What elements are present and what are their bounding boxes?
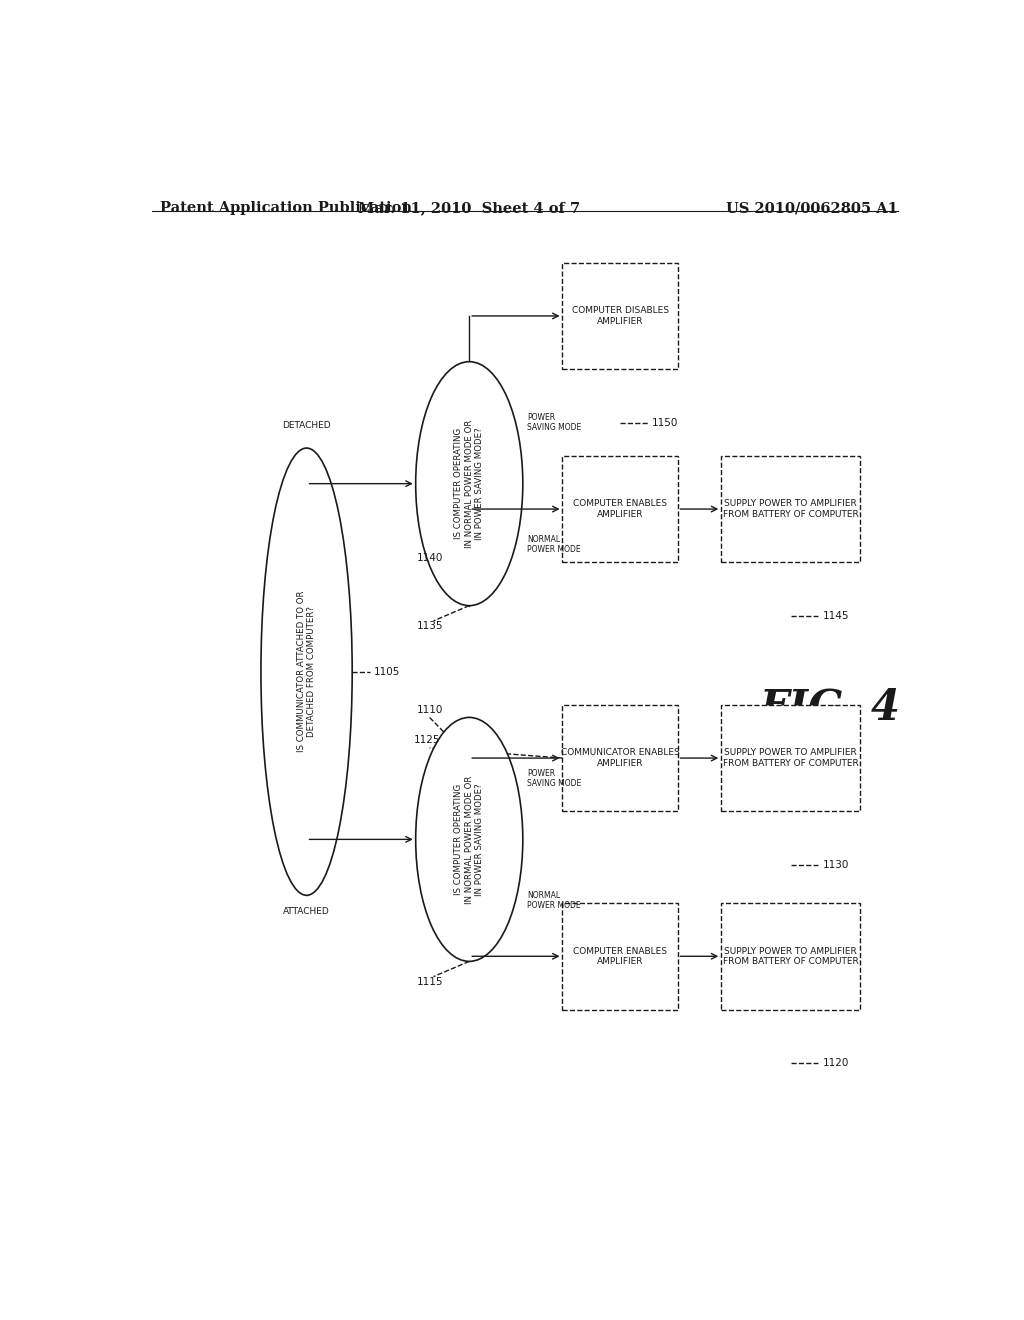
Text: COMMUNICATOR ENABLES
AMPLIFIER: COMMUNICATOR ENABLES AMPLIFIER	[561, 748, 679, 768]
Bar	[562, 903, 678, 1010]
Text: US 2010/0062805 A1: US 2010/0062805 A1	[726, 201, 898, 215]
Text: IS COMPUTER OPERATING
IN NORMAL POWER MODE OR
IN POWER SAVING MODE?: IS COMPUTER OPERATING IN NORMAL POWER MO…	[455, 420, 484, 548]
Text: 1110: 1110	[417, 705, 442, 715]
Ellipse shape	[416, 362, 523, 606]
Text: COMPUTER ENABLES
AMPLIFIER: COMPUTER ENABLES AMPLIFIER	[573, 946, 667, 966]
Text: POWER
SAVING MODE: POWER SAVING MODE	[526, 413, 581, 433]
Text: COMPUTER ENABLES
AMPLIFIER: COMPUTER ENABLES AMPLIFIER	[573, 499, 667, 519]
Bar	[721, 455, 860, 562]
Bar	[562, 705, 678, 812]
Text: POWER
SAVING MODE: POWER SAVING MODE	[526, 768, 581, 788]
Text: 1145: 1145	[822, 611, 849, 620]
Text: SUPPLY POWER TO AMPLIFIER
FROM BATTERY OF COMPUTER: SUPPLY POWER TO AMPLIFIER FROM BATTERY O…	[723, 946, 858, 966]
Text: NORMAL
POWER MODE: NORMAL POWER MODE	[526, 535, 581, 554]
Text: SUPPLY POWER TO AMPLIFIER
FROM BATTERY OF COMPUTER: SUPPLY POWER TO AMPLIFIER FROM BATTERY O…	[723, 499, 858, 519]
Text: IS COMPUTER OPERATING
IN NORMAL POWER MODE OR
IN POWER SAVING MODE?: IS COMPUTER OPERATING IN NORMAL POWER MO…	[455, 775, 484, 904]
Text: 1105: 1105	[374, 667, 400, 677]
Text: Patent Application Publication: Patent Application Publication	[160, 201, 412, 215]
Text: DETACHED: DETACHED	[283, 421, 331, 430]
Text: 1150: 1150	[652, 417, 678, 428]
Text: 1120: 1120	[822, 1059, 849, 1068]
Bar	[562, 263, 678, 370]
Text: NORMAL
POWER MODE: NORMAL POWER MODE	[526, 891, 581, 909]
Bar	[721, 903, 860, 1010]
Text: SUPPLY POWER TO AMPLIFIER
FROM BATTERY OF COMPUTER: SUPPLY POWER TO AMPLIFIER FROM BATTERY O…	[723, 748, 858, 768]
Text: ATTACHED: ATTACHED	[284, 907, 330, 916]
Text: COMPUTER DISABLES
AMPLIFIER: COMPUTER DISABLES AMPLIFIER	[571, 306, 669, 326]
Text: Mar. 11, 2010  Sheet 4 of 7: Mar. 11, 2010 Sheet 4 of 7	[358, 201, 581, 215]
Text: 1140: 1140	[417, 553, 442, 562]
Text: 1130: 1130	[822, 859, 849, 870]
Text: FIG. 4: FIG. 4	[760, 686, 901, 729]
Text: IS COMMUNICATOR ATTACHED TO OR
DETACHED FROM COMPUTER?: IS COMMUNICATOR ATTACHED TO OR DETACHED …	[297, 591, 316, 752]
Ellipse shape	[416, 718, 523, 961]
Ellipse shape	[261, 447, 352, 895]
Text: 1135: 1135	[417, 620, 442, 631]
Text: 1115: 1115	[417, 977, 442, 986]
Text: 1125: 1125	[414, 735, 440, 744]
Bar	[562, 455, 678, 562]
Bar	[721, 705, 860, 812]
